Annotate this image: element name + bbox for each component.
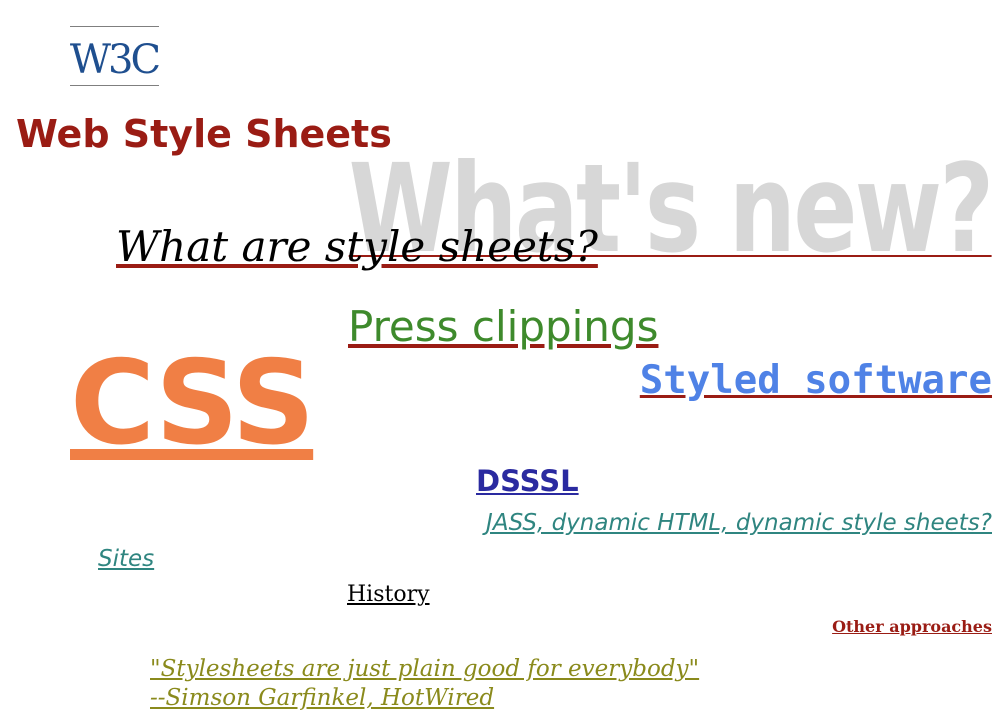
w3c-logo[interactable]: W3C <box>70 26 159 86</box>
what-are-style-sheets-link[interactable]: What are style sheets? <box>116 222 598 271</box>
page-title: Web Style Sheets <box>16 112 392 156</box>
other-approaches-link[interactable]: Other approaches <box>832 617 992 636</box>
quote-attribution-link[interactable]: --Simson Garfinkel, HotWired <box>150 685 495 711</box>
history-link[interactable]: History <box>347 582 430 607</box>
quote-text-link[interactable]: "Stylesheets are just plain good for eve… <box>150 656 700 682</box>
w3c-logo-mark: W3C <box>70 37 159 83</box>
quote-block: "Stylesheets are just plain good for eve… <box>150 655 699 713</box>
sites-link[interactable]: Sites <box>98 546 155 572</box>
styled-software-link[interactable]: Styled software <box>639 358 992 403</box>
press-clippings-link[interactable]: Press clippings <box>348 302 659 351</box>
w3c-logo-text: W3C <box>70 37 159 83</box>
dsssl-link[interactable]: DSSSL <box>476 464 579 498</box>
whats-new-link[interactable]: What's new? <box>349 138 995 280</box>
css-link[interactable]: CSS <box>70 336 315 471</box>
jass-link[interactable]: JASS, dynamic HTML, dynamic style sheets… <box>486 510 992 536</box>
